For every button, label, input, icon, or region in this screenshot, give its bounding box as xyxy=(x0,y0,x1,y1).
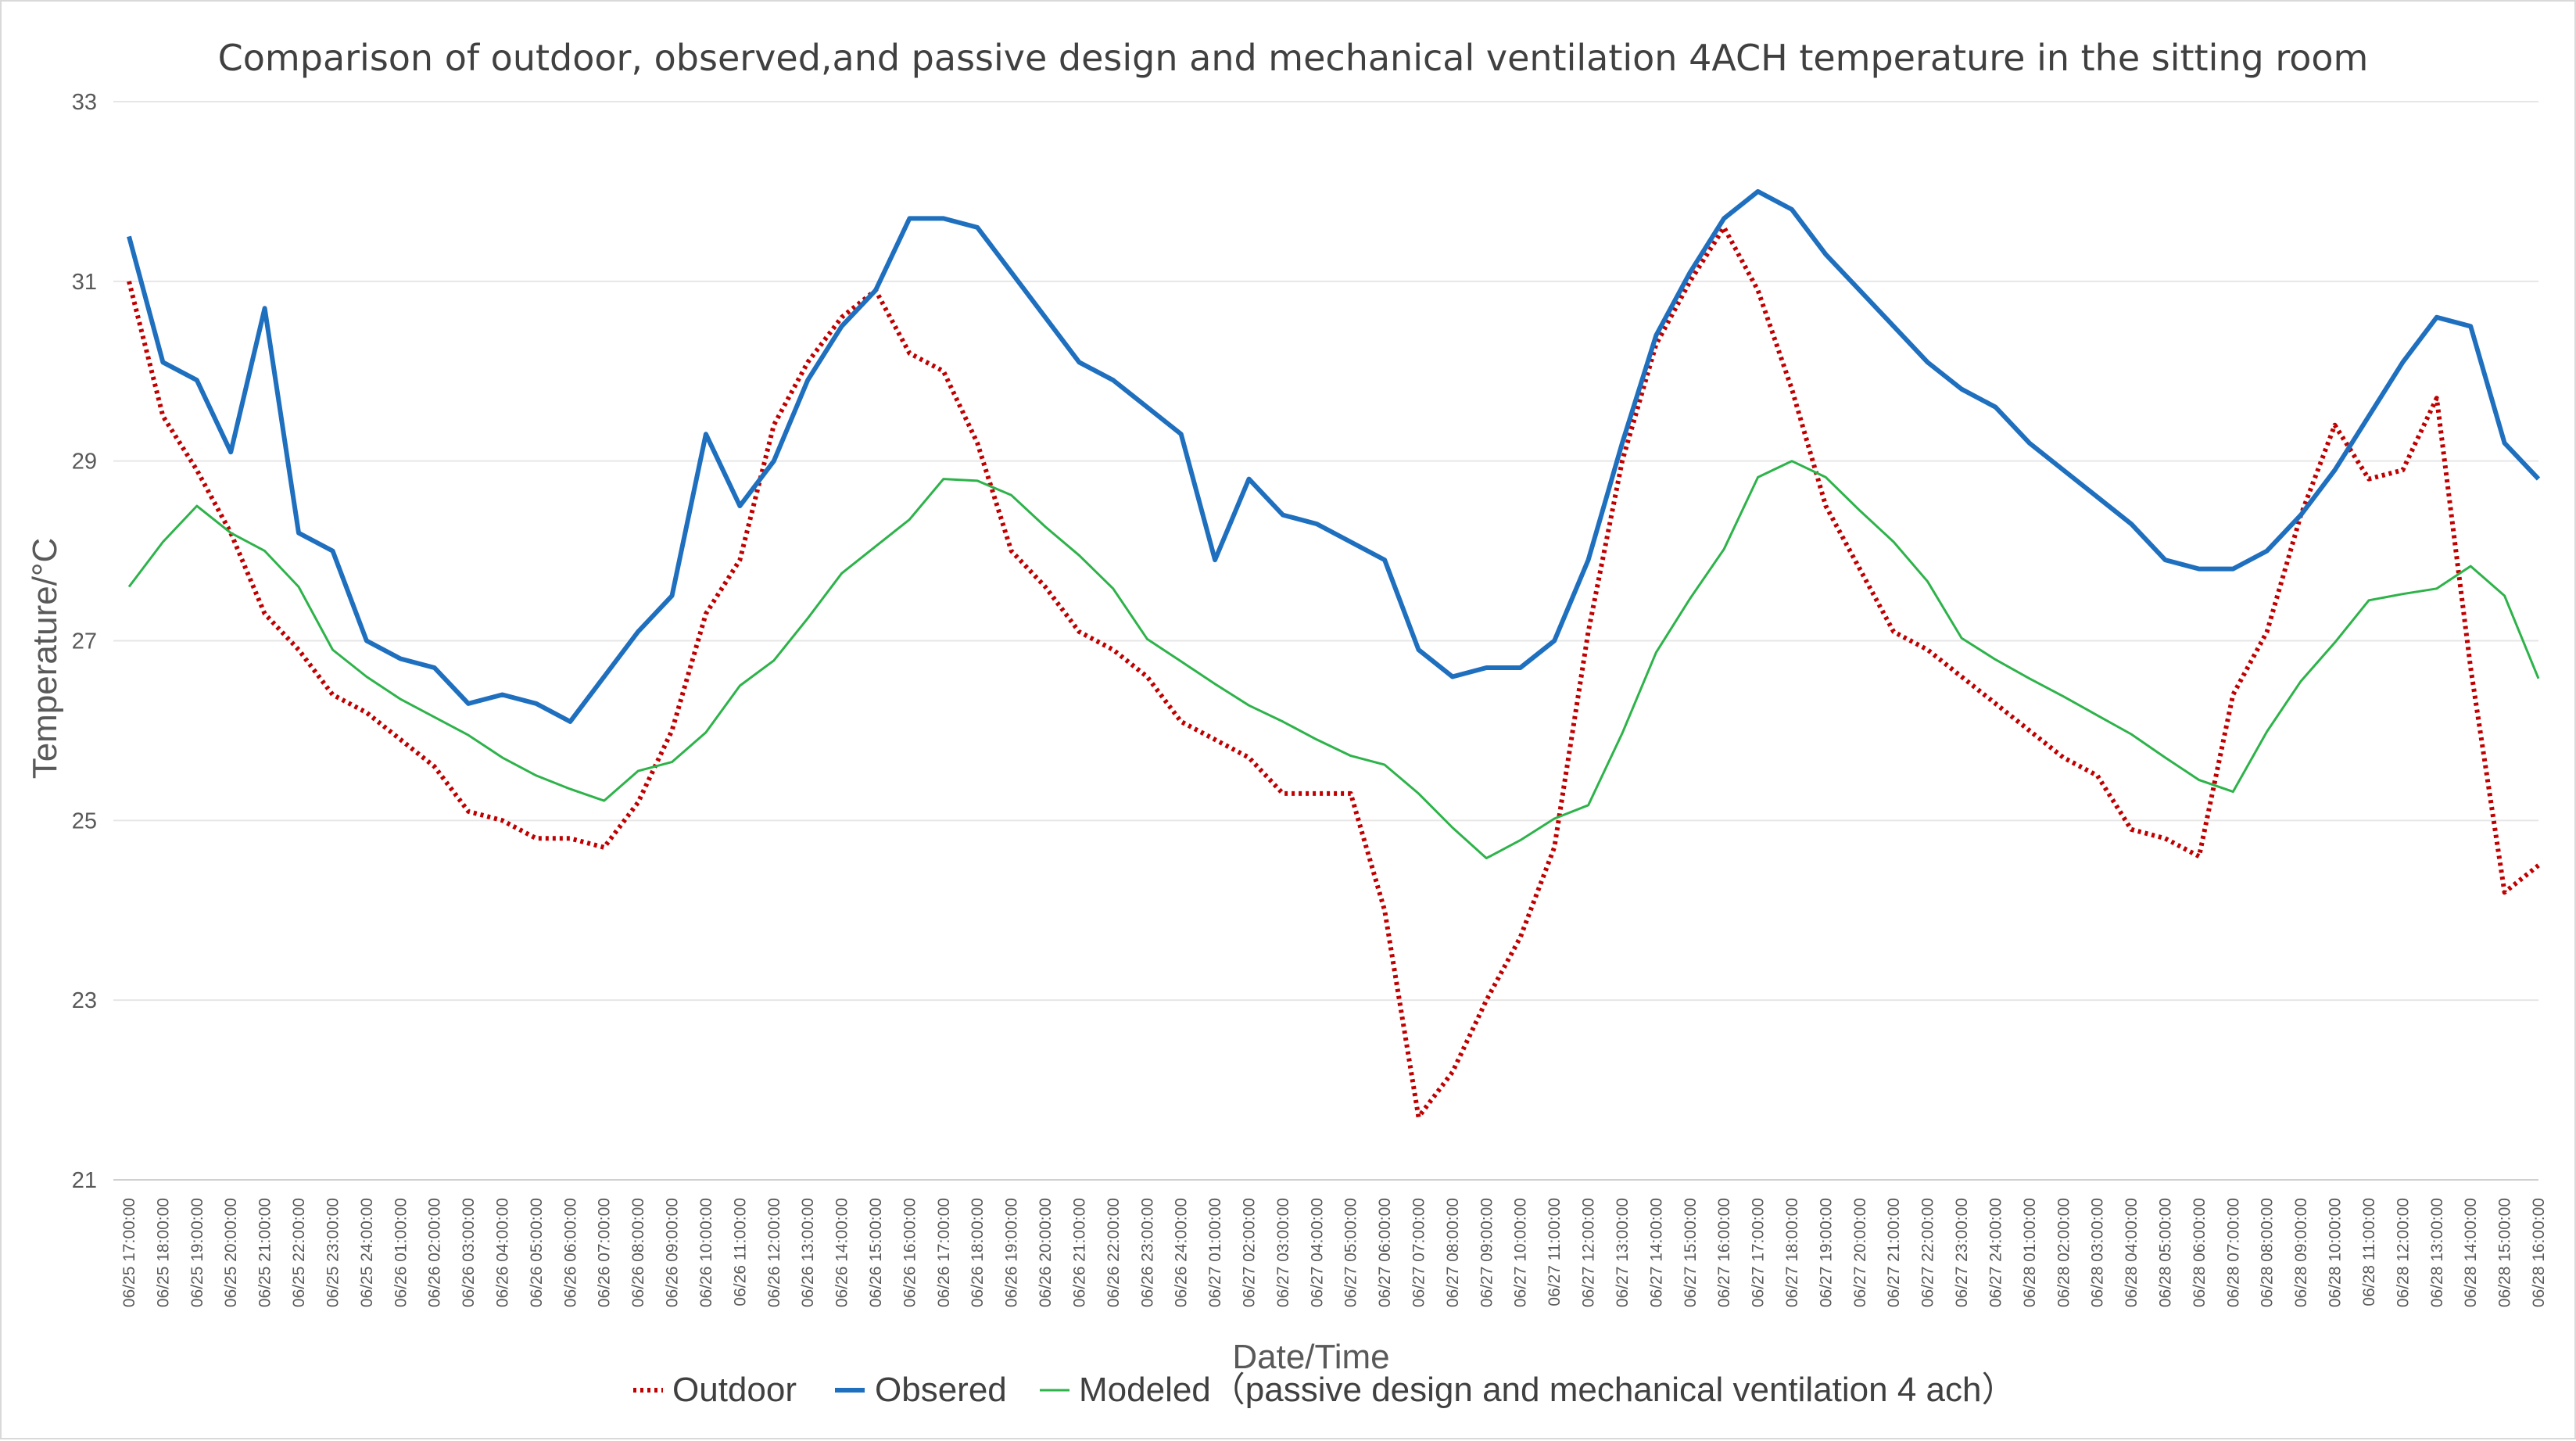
x-tick-label: 06/28 03:00:00 xyxy=(2089,1198,2107,1307)
chart-title: Comparison of outdoor, observed,and pass… xyxy=(218,37,2369,79)
legend-label: Modeled（passive design and mechanical ve… xyxy=(1079,1371,2015,1409)
x-tick-label: 06/26 18:00:00 xyxy=(969,1198,987,1307)
x-tick-label: 06/27 06:00:00 xyxy=(1376,1198,1394,1307)
x-tick-label: 06/27 19:00:00 xyxy=(1817,1198,1835,1307)
x-tick-label: 06/25 24:00:00 xyxy=(358,1198,376,1307)
x-tick-label: 06/25 22:00:00 xyxy=(290,1198,308,1307)
x-tick-label: 06/27 23:00:00 xyxy=(1953,1198,1971,1307)
x-tick-label: 06/26 13:00:00 xyxy=(799,1198,817,1307)
x-tick-label: 06/27 24:00:00 xyxy=(1987,1198,2005,1307)
series-line-outdoor xyxy=(127,224,2540,1120)
x-tick-label: 06/26 15:00:00 xyxy=(867,1198,885,1307)
x-tick-label: 06/28 12:00:00 xyxy=(2394,1198,2412,1307)
y-tick-label: 25 xyxy=(72,808,97,833)
x-tick-label: 06/26 11:00:00 xyxy=(731,1198,749,1307)
y-tick-label: 31 xyxy=(72,270,97,295)
x-tick-label: 06/26 05:00:00 xyxy=(528,1198,546,1307)
x-tick-label: 06/28 04:00:00 xyxy=(2123,1198,2141,1307)
x-tick-label: 06/27 09:00:00 xyxy=(1478,1198,1496,1307)
x-tick-label: 06/26 10:00:00 xyxy=(697,1198,715,1307)
y-tick-label: 27 xyxy=(72,629,97,654)
series-line-modeled xyxy=(127,460,2540,860)
legend-label: Obsered xyxy=(875,1371,1007,1409)
x-tick-label: 06/25 17:00:00 xyxy=(120,1198,138,1307)
x-tick-label: 06/28 15:00:00 xyxy=(2496,1198,2514,1307)
x-tick-label: 06/27 05:00:00 xyxy=(1342,1198,1360,1307)
x-tick-label: 06/26 04:00:00 xyxy=(493,1198,511,1307)
x-tick-label: 06/26 06:00:00 xyxy=(561,1198,579,1307)
x-tick-label: 06/26 17:00:00 xyxy=(935,1198,953,1307)
y-axis-ticks: 21 23 25 27 29 31 33 xyxy=(72,90,97,1193)
x-tick-label: 06/26 20:00:00 xyxy=(1037,1198,1055,1307)
x-tick-label: 06/25 18:00:00 xyxy=(154,1198,172,1307)
x-tick-label: 06/28 10:00:00 xyxy=(2327,1198,2345,1307)
x-tick-label: 06/27 04:00:00 xyxy=(1308,1198,1326,1307)
x-tick-label: 06/26 21:00:00 xyxy=(1070,1198,1088,1307)
x-tick-label: 06/25 23:00:00 xyxy=(324,1198,342,1307)
x-tick-label: 06/27 21:00:00 xyxy=(1885,1198,1903,1307)
y-axis-label: Temperature/°C xyxy=(26,538,64,780)
x-tick-label: 06/28 13:00:00 xyxy=(2428,1198,2446,1307)
x-tick-label: 06/26 22:00:00 xyxy=(1105,1198,1123,1307)
x-tick-label: 06/26 03:00:00 xyxy=(460,1198,478,1307)
x-tick-label: 06/27 11:00:00 xyxy=(1546,1198,1564,1307)
x-tick-label: 06/28 05:00:00 xyxy=(2157,1198,2175,1307)
x-tick-label: 06/27 20:00:00 xyxy=(1851,1198,1869,1307)
legend-label: Outdoor xyxy=(672,1371,797,1409)
x-tick-label: 06/25 20:00:00 xyxy=(222,1198,240,1307)
x-tick-label: 06/26 08:00:00 xyxy=(629,1198,647,1307)
series-line-obsered xyxy=(127,188,2541,724)
y-tick-label: 21 xyxy=(72,1168,97,1193)
x-tick-label: 06/27 12:00:00 xyxy=(1580,1198,1598,1307)
x-tick-label: 06/26 14:00:00 xyxy=(833,1198,851,1307)
x-tick-label: 06/26 07:00:00 xyxy=(596,1198,614,1307)
x-tick-label: 06/27 03:00:00 xyxy=(1274,1198,1292,1307)
x-tick-label: 06/26 24:00:00 xyxy=(1173,1198,1191,1307)
x-tick-label: 06/27 10:00:00 xyxy=(1512,1198,1530,1307)
x-tick-label: 06/28 14:00:00 xyxy=(2462,1198,2480,1307)
x-tick-label: 06/28 11:00:00 xyxy=(2360,1198,2378,1307)
x-tick-label: 06/27 01:00:00 xyxy=(1206,1198,1224,1307)
x-tick-label: 06/27 15:00:00 xyxy=(1682,1198,1700,1307)
x-tick-label: 06/27 02:00:00 xyxy=(1240,1198,1258,1307)
x-tick-label: 06/27 14:00:00 xyxy=(1647,1198,1665,1307)
series-lines xyxy=(127,188,2541,1120)
x-tick-label: 06/28 02:00:00 xyxy=(2055,1198,2073,1307)
x-tick-label: 06/26 02:00:00 xyxy=(426,1198,444,1307)
x-tick-label: 06/27 07:00:00 xyxy=(1410,1198,1428,1307)
y-tick-label: 23 xyxy=(72,988,97,1013)
x-tick-label: 06/27 18:00:00 xyxy=(1783,1198,1801,1307)
x-tick-label: 06/27 08:00:00 xyxy=(1444,1198,1462,1307)
x-tick-label: 06/26 19:00:00 xyxy=(1003,1198,1021,1307)
gridlines xyxy=(113,101,2538,1181)
x-tick-label: 06/28 09:00:00 xyxy=(2292,1198,2310,1307)
x-tick-label: 06/28 01:00:00 xyxy=(2021,1198,2039,1307)
x-tick-label: 06/26 12:00:00 xyxy=(765,1198,783,1307)
x-tick-label: 06/26 16:00:00 xyxy=(901,1198,919,1307)
x-tick-label: 06/28 06:00:00 xyxy=(2191,1198,2209,1307)
x-tick-label: 06/27 13:00:00 xyxy=(1614,1198,1632,1307)
x-tick-label: 06/27 17:00:00 xyxy=(1750,1198,1768,1307)
x-tick-label: 06/27 22:00:00 xyxy=(1919,1198,1937,1307)
x-tick-label: 06/27 16:00:00 xyxy=(1715,1198,1733,1307)
x-tick-label: 06/26 23:00:00 xyxy=(1138,1198,1156,1307)
legend: Outdoor Obsered Modeled（passive design and… xyxy=(633,1371,2015,1409)
x-tick-label: 06/28 07:00:00 xyxy=(2224,1198,2242,1307)
y-tick-label: 33 xyxy=(72,90,97,115)
x-axis-ticks: 06/25 17:00:00 06/25 18:00:00 06/25 19:00:… xyxy=(120,1198,2548,1307)
x-tick-label: 06/28 08:00:00 xyxy=(2259,1198,2277,1307)
x-tick-label: 06/28 16:00:00 xyxy=(2530,1198,2548,1307)
x-axis-label: Date/Time xyxy=(1232,1338,1389,1376)
x-tick-label: 06/25 19:00:00 xyxy=(188,1198,206,1307)
y-tick-label: 29 xyxy=(72,450,97,475)
x-tick-label: 06/26 09:00:00 xyxy=(664,1198,682,1307)
x-tick-label: 06/26 01:00:00 xyxy=(392,1198,410,1307)
x-tick-label: 06/25 21:00:00 xyxy=(256,1198,274,1307)
